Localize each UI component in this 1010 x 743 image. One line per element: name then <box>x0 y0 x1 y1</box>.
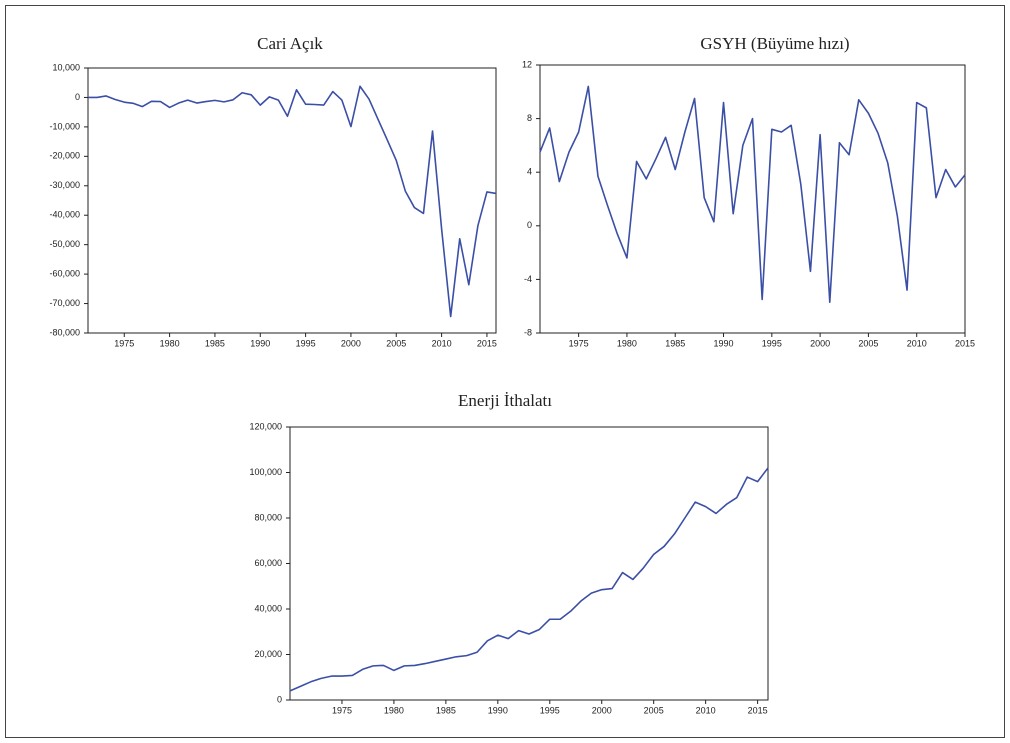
x-tick-label: 1990 <box>488 705 508 715</box>
y-tick-label: -10,000 <box>49 121 80 131</box>
y-tick-label: -80,000 <box>49 327 80 337</box>
y-tick-label: -20,000 <box>49 151 80 161</box>
x-tick-label: 1975 <box>114 338 134 348</box>
chart-title: Enerji İthalatı <box>458 391 552 410</box>
y-tick-label: 10,000 <box>52 62 80 72</box>
x-tick-label: 2010 <box>432 338 452 348</box>
x-tick-label: 1995 <box>296 338 316 348</box>
x-tick-label: 1990 <box>714 338 734 348</box>
x-tick-label: 2015 <box>955 338 975 348</box>
y-tick-label: -40,000 <box>49 210 80 220</box>
x-tick-label: 2010 <box>696 705 716 715</box>
x-tick-label: 2015 <box>748 705 768 715</box>
y-tick-label: -70,000 <box>49 298 80 308</box>
y-tick-label: 12 <box>522 59 532 69</box>
data-line <box>289 467 769 692</box>
x-tick-label: 1990 <box>250 338 270 348</box>
x-tick-label: 2000 <box>810 338 830 348</box>
x-tick-label: 1985 <box>665 338 685 348</box>
plot-frame <box>289 426 769 701</box>
y-tick-label: -30,000 <box>49 180 80 190</box>
x-tick-label: 2005 <box>858 338 878 348</box>
x-tick-label: 2005 <box>644 705 664 715</box>
data-line <box>88 85 497 318</box>
y-tick-label: 20,000 <box>254 649 282 659</box>
x-tick-label: 1995 <box>540 705 560 715</box>
y-tick-label: 100,000 <box>249 467 282 477</box>
x-tick-label: 2015 <box>477 338 497 348</box>
y-tick-label: -60,000 <box>49 268 80 278</box>
x-tick-label: 1995 <box>762 338 782 348</box>
y-tick-label: 0 <box>75 92 80 102</box>
y-tick-label: -50,000 <box>49 239 80 249</box>
y-tick-label: 0 <box>527 220 532 230</box>
y-tick-label: 4 <box>527 167 532 177</box>
y-tick-label: 8 <box>527 113 532 123</box>
x-tick-label: 2010 <box>907 338 927 348</box>
x-tick-label: 1975 <box>569 338 589 348</box>
x-tick-label: 1985 <box>436 705 456 715</box>
x-tick-label: 2005 <box>386 338 406 348</box>
x-tick-label: 1980 <box>160 338 180 348</box>
y-tick-label: 40,000 <box>254 603 282 613</box>
x-tick-label: 1980 <box>617 338 637 348</box>
plot-frame <box>87 67 497 334</box>
x-tick-label: 1980 <box>384 705 404 715</box>
x-tick-label: 2000 <box>592 705 612 715</box>
x-tick-label: 1985 <box>205 338 225 348</box>
data-line <box>539 85 966 303</box>
y-tick-label: 60,000 <box>254 558 282 568</box>
y-tick-label: -8 <box>524 327 532 337</box>
y-tick-label: 80,000 <box>254 512 282 522</box>
plot-frame <box>539 64 966 334</box>
x-tick-label: 1975 <box>332 705 352 715</box>
y-tick-label: 0 <box>277 694 282 704</box>
y-tick-label: -4 <box>524 274 532 284</box>
chart-title: GSYH (Büyüme hızı) <box>700 34 849 53</box>
x-tick-label: 2000 <box>341 338 361 348</box>
chart-title: Cari Açık <box>257 34 323 53</box>
y-tick-label: 120,000 <box>249 421 282 431</box>
frame <box>5 5 1005 738</box>
